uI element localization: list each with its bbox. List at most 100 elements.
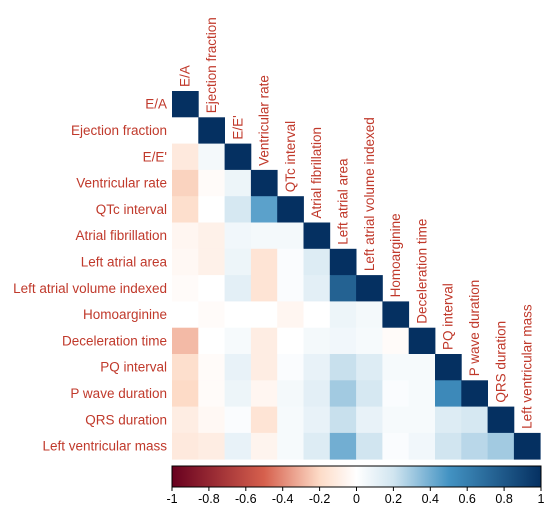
heatmap-cell <box>172 275 199 302</box>
heatmap-cell <box>250 327 278 355</box>
heatmap-cell <box>356 301 383 329</box>
row-label: Left atrial area <box>81 254 168 269</box>
column-label: E/E' <box>230 115 245 139</box>
heatmap-cell <box>382 380 410 407</box>
heatmap-cell <box>461 406 488 434</box>
heatmap-cell <box>198 143 225 171</box>
heatmap-cell <box>172 222 199 250</box>
column-label: Atrial fibrillation <box>309 127 324 219</box>
heatmap-cell <box>435 380 462 407</box>
heatmap-cell <box>172 432 199 460</box>
colorbar-tick-label: -0.6 <box>235 492 257 506</box>
heatmap-cell <box>250 196 278 223</box>
heatmap-cell <box>172 117 199 144</box>
heatmap-cell <box>329 327 357 355</box>
column-label: PQ interval <box>441 283 456 350</box>
colorbar-gradient <box>171 465 542 488</box>
row-label: PQ interval <box>100 360 167 375</box>
row-label: P wave duration <box>70 386 167 401</box>
heatmap-cell <box>198 248 225 276</box>
heatmap-cell <box>277 248 304 276</box>
heatmap-cell <box>172 406 199 434</box>
heatmap-cell <box>303 222 331 250</box>
row-label: Homoarginine <box>83 307 167 322</box>
heatmap-cell <box>198 169 225 197</box>
column-label: QTc interval <box>283 121 298 192</box>
heatmap-cell <box>172 248 199 276</box>
heatmap-cell <box>461 380 488 407</box>
heatmap-cell <box>408 327 436 355</box>
row-label: Deceleration time <box>62 333 167 348</box>
heatmap-cell <box>356 406 383 434</box>
heatmap-cell <box>513 432 541 460</box>
heatmap-cell <box>303 327 331 355</box>
heatmap-cell <box>224 248 252 276</box>
heatmap-cell <box>224 406 252 434</box>
heatmap-cell <box>303 406 331 434</box>
heatmap-cell <box>250 222 278 250</box>
heatmap-cell <box>435 406 462 434</box>
colorbar-tick-label: -0.2 <box>309 492 331 506</box>
heatmap-cell <box>250 380 278 407</box>
row-label: Ventricular rate <box>76 176 167 191</box>
heatmap-cell <box>198 380 225 407</box>
colorbar-tick-label: 0 <box>353 492 360 506</box>
heatmap-cell <box>172 327 199 355</box>
heatmap-cell <box>356 432 383 460</box>
heatmap-cell <box>224 327 252 355</box>
colorbar-tick-label: 0.4 <box>422 492 439 506</box>
heatmap-cells <box>172 91 541 460</box>
heatmap-cell <box>172 354 199 381</box>
heatmap-cell <box>461 432 488 460</box>
column-label: Ejection fraction <box>204 17 219 113</box>
colorbar-tick-label: -0.4 <box>272 492 294 506</box>
heatmap-cell <box>198 222 225 250</box>
heatmap-cell <box>382 301 410 329</box>
column-label: P wave duration <box>467 280 482 377</box>
heatmap-cell <box>356 275 383 302</box>
heatmap-cell <box>329 406 357 434</box>
heatmap-cell <box>329 275 357 302</box>
heatmap-cell <box>329 248 357 276</box>
heatmap-cell <box>224 432 252 460</box>
heatmap-cell <box>277 301 304 329</box>
heatmap-cell <box>172 91 199 118</box>
colorbar-tick-label: 0.2 <box>385 492 402 506</box>
heatmap-cell <box>250 275 278 302</box>
heatmap-cell <box>303 248 331 276</box>
row-labels: E/A Ejection fraction E/E' Ventricular rate… <box>13 97 167 454</box>
heatmap-cell <box>435 432 462 460</box>
heatmap-cell <box>250 406 278 434</box>
heatmap-cell <box>172 169 199 197</box>
row-label: Atrial fibrillation <box>75 228 167 243</box>
column-label: E/A <box>178 65 193 87</box>
heatmap-cell <box>198 432 225 460</box>
heatmap-cell <box>250 248 278 276</box>
colorbar-tick-label: 0.6 <box>459 492 476 506</box>
heatmap-cell <box>198 354 225 381</box>
column-label: Left ventricular mass <box>520 304 535 429</box>
heatmap-cell <box>224 275 252 302</box>
column-label: QRS duration <box>493 321 508 403</box>
heatmap-cell <box>303 354 331 381</box>
heatmap-cell <box>382 406 410 434</box>
heatmap-cell <box>487 432 515 460</box>
heatmap-cell <box>382 432 410 460</box>
heatmap-cell <box>224 380 252 407</box>
column-label: Ventricular rate <box>257 75 272 166</box>
row-label: Left ventricular mass <box>42 439 167 454</box>
heatmap-cell <box>172 196 199 223</box>
heatmap-cell <box>303 432 331 460</box>
heatmap-cell <box>224 143 252 171</box>
heatmap-cell <box>198 327 225 355</box>
colorbar: -1 -0.8 -0.6 -0.4 -0.2 0 0.2 0.4 0.6 0.8 1 <box>166 465 545 506</box>
heatmap-cell <box>172 301 199 329</box>
column-label: Left atrial area <box>335 158 350 245</box>
column-label: Left atrial volume indexed <box>362 117 377 271</box>
column-labels: E/A Ejection fraction E/E' Ventricular rate… <box>178 17 535 429</box>
heatmap-cell <box>356 327 383 355</box>
colorbar-tick-label: -0.8 <box>198 492 220 506</box>
heatmap-cell <box>303 275 331 302</box>
heatmap-cell <box>408 354 436 381</box>
heatmap-cell <box>329 380 357 407</box>
